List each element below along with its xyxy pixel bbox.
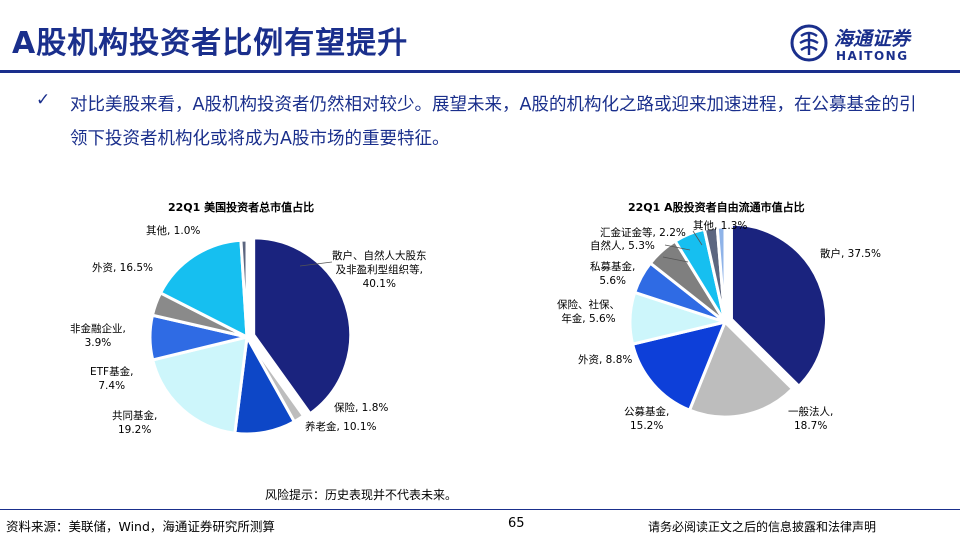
slice-label-1-1: 一般法人, 18.7% — [788, 406, 834, 432]
pie-slice-1-1 — [687, 319, 795, 419]
slice-label-0-5: 非金融企业, 3.9% — [70, 323, 126, 349]
pie-slice-1-0 — [729, 222, 828, 389]
slice-label-0-7: 其他, 1.0% — [146, 225, 201, 237]
risk-note: 风险提示：历史表现并不代表未来。 — [265, 488, 458, 502]
pie-slice-0-6 — [158, 238, 249, 340]
pie-slice-1-2 — [630, 319, 728, 413]
page-title: A股机构投资者比例有望提升 — [12, 26, 409, 61]
chart-title-a-share: 22Q1 A股投资者自由流通市值占比 — [628, 201, 805, 214]
leader-line-0-0 — [299, 261, 333, 267]
pie-slice-0-7 — [239, 238, 249, 338]
slice-label-1-0: 散户, 37.5% — [820, 248, 882, 260]
footer-divider — [0, 509, 960, 510]
logo-name-cn: 海通证券 — [834, 28, 911, 50]
slice-label-0-3: 共同基金, 19.2% — [112, 410, 158, 436]
page-number: 65 — [508, 516, 525, 531]
slice-label-1-7: 汇金证金等, 2.2% — [600, 227, 686, 239]
slice-label-1-6: 自然人, 5.3% — [590, 240, 655, 252]
source-note: 资料来源：美联储，Wind，海通证券研究所测算 — [6, 519, 275, 534]
checkmark-icon: ✓ — [36, 90, 51, 110]
slice-label-0-6: 外资, 16.5% — [92, 262, 154, 274]
slice-label-1-2: 公募基金, 15.2% — [624, 406, 670, 432]
pie-slice-0-0 — [252, 236, 353, 416]
slice-label-0-1: 保险, 1.8% — [334, 402, 389, 414]
chart-title-us: 22Q1 美国投资者总市值占比 — [168, 201, 315, 214]
pie-slice-1-8 — [715, 225, 727, 323]
leader-line-1-0 — [664, 244, 691, 251]
slice-label-1-8: 其他, 1.3% — [693, 220, 748, 232]
logo-name-en: HAITONG — [836, 49, 909, 63]
slice-label-0-0: 散户、自然人大股东 及非盈利型组织等, 40.1% — [332, 250, 427, 290]
bullet-text: 对比美股来看，A股机构投资者仍然相对较少。展望未来，A股的机构化之路或迎来加速进… — [70, 95, 917, 149]
slice-label-1-3: 外资, 8.8% — [578, 354, 633, 366]
leader-line-1-2 — [692, 230, 703, 246]
title-divider — [0, 70, 960, 73]
slice-label-1-5: 私募基金, 5.6% — [590, 261, 636, 287]
disclaimer: 请务必阅读正文之后的信息披露和法律声明 — [648, 520, 877, 534]
slice-label-1-4: 保险、社保、 年金, 5.6% — [557, 299, 620, 325]
pie-slice-0-3 — [150, 335, 249, 435]
slice-label-0-2: 养老金, 10.1% — [305, 421, 377, 433]
haitong-logo-icon — [790, 24, 828, 62]
slice-label-0-4: ETF基金, 7.4% — [90, 366, 134, 392]
haitong-logo: 海通证券 HAITONG — [790, 24, 940, 64]
leader-line-1-1 — [662, 256, 689, 263]
